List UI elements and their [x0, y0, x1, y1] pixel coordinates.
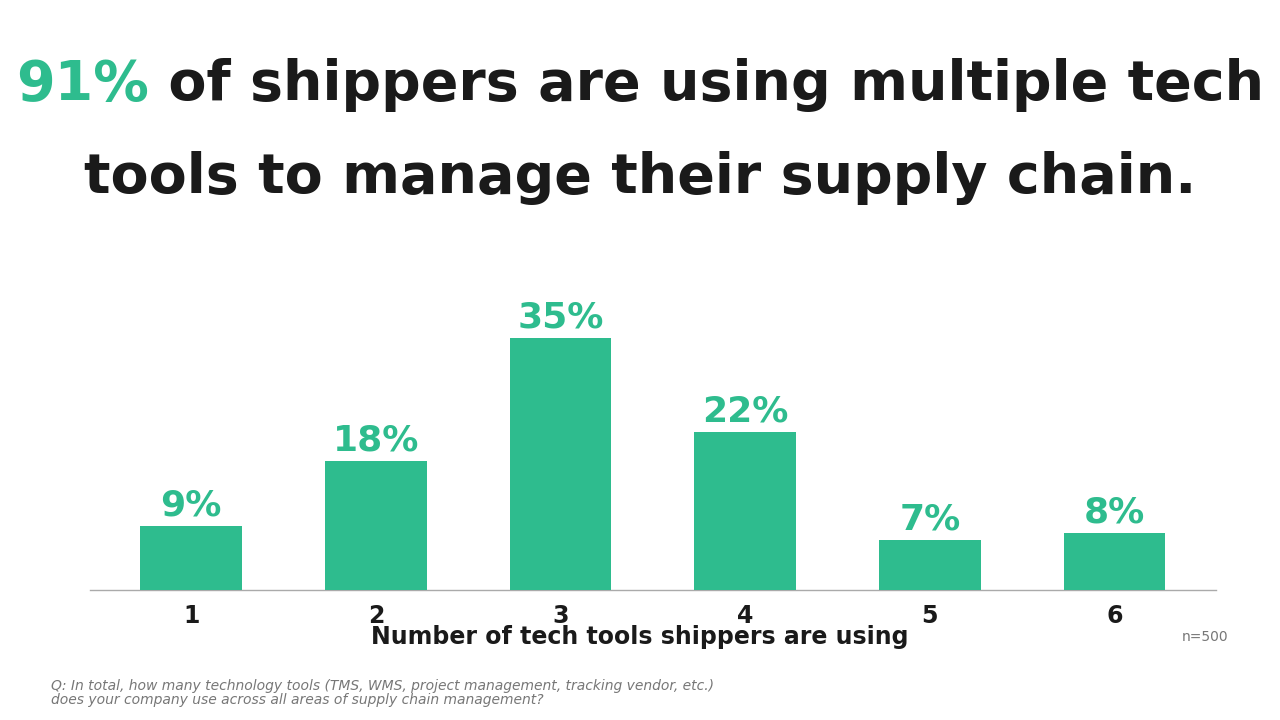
Bar: [325, 461, 426, 590]
Text: Q: In total, how many technology tools (TMS, WMS, project management, tracking v: Q: In total, how many technology tools (…: [51, 679, 714, 693]
Text: does your company use across all areas of supply chain management?: does your company use across all areas o…: [51, 693, 544, 707]
Text: n=500: n=500: [1183, 630, 1229, 644]
Text: 7%: 7%: [899, 503, 960, 536]
Bar: [694, 432, 796, 590]
Text: Number of tech tools shippers are using: Number of tech tools shippers are using: [371, 625, 909, 649]
Bar: [141, 526, 242, 590]
Text: 18%: 18%: [333, 423, 419, 457]
Text: of shippers are using multiple tech: of shippers are using multiple tech: [148, 58, 1265, 112]
Text: 9%: 9%: [160, 488, 221, 522]
Text: 35%: 35%: [517, 301, 604, 335]
Text: 8%: 8%: [1084, 495, 1146, 529]
Bar: [509, 338, 612, 590]
Text: tools to manage their supply chain.: tools to manage their supply chain.: [84, 151, 1196, 205]
Bar: [1064, 533, 1165, 590]
Bar: [879, 540, 980, 590]
Text: 91%: 91%: [15, 58, 148, 112]
Text: 22%: 22%: [701, 395, 788, 428]
